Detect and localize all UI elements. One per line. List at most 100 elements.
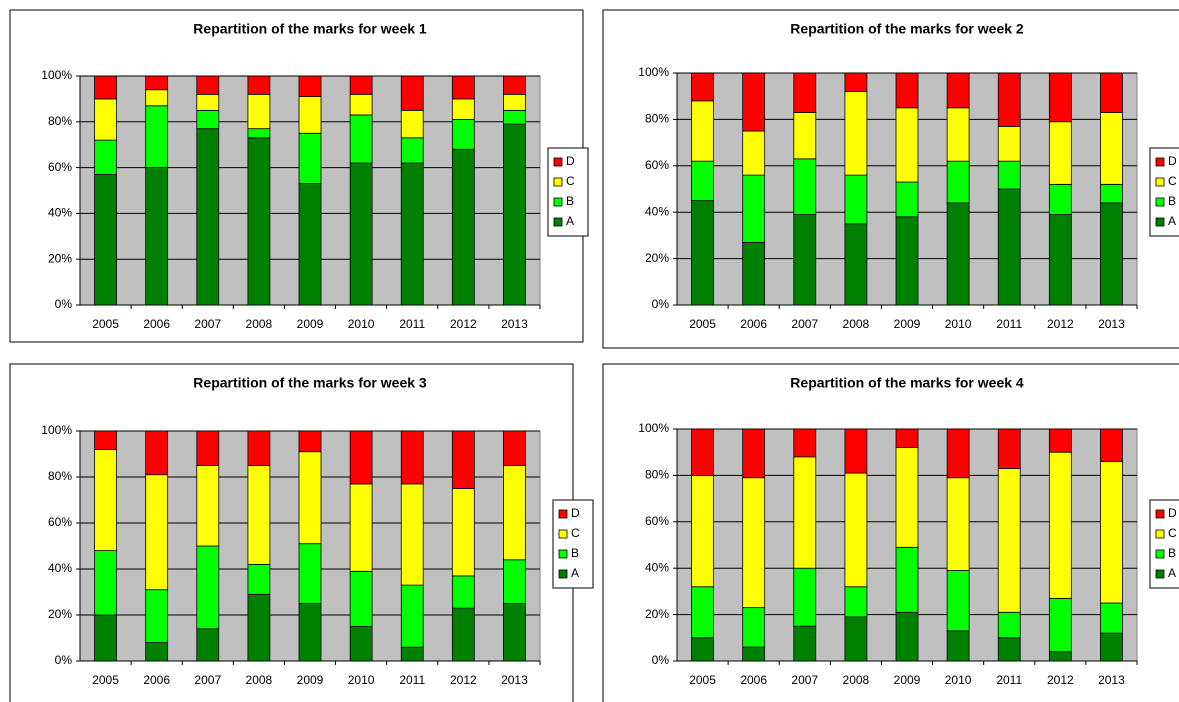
- x-tick-label: 2012: [1047, 317, 1074, 331]
- bar-segment: [793, 72, 817, 113]
- legend-swatch: [1155, 569, 1165, 579]
- bar-segment: [451, 488, 475, 577]
- bar-segment: [349, 114, 373, 164]
- bar-segment: [400, 584, 424, 648]
- y-tick-label: 100%: [41, 68, 72, 82]
- bar-segment: [196, 430, 220, 466]
- bar-segment: [400, 75, 424, 111]
- bar-segment: [844, 91, 868, 176]
- bar-segment: [298, 96, 322, 134]
- y-tick-label: 0%: [652, 653, 670, 667]
- bar-segment: [247, 593, 271, 662]
- legend-label: A: [1168, 214, 1176, 228]
- legend-box: [1149, 147, 1179, 237]
- legend-label: A: [571, 566, 579, 580]
- bar-segment: [946, 160, 970, 204]
- chart: Repartition of the marks for week 1 0% 20%…: [9, 9, 589, 343]
- bar-segment: [946, 428, 970, 479]
- bar-segment: [946, 477, 970, 571]
- x-tick-label: 2011: [399, 317, 425, 331]
- bar-segment: [844, 428, 868, 474]
- x-tick-label: 2010: [348, 673, 375, 687]
- legend-swatch: [553, 157, 563, 167]
- bar-segment: [895, 216, 919, 306]
- bar-segment: [451, 607, 475, 662]
- bar-segment: [844, 586, 868, 618]
- bar-segment: [691, 637, 714, 662]
- bar-segment: [503, 75, 526, 95]
- x-tick-label: 2010: [348, 317, 375, 331]
- bar-segment: [997, 611, 1021, 639]
- y-tick-label: 100%: [41, 423, 72, 437]
- bar-segment: [400, 109, 424, 139]
- bar-segment: [793, 112, 817, 160]
- x-tick-label: 2012: [1047, 673, 1074, 687]
- chart-title: Repartition of the marks for week 2: [790, 21, 1024, 37]
- bar-segment: [946, 107, 970, 162]
- bar-segment: [400, 483, 424, 586]
- bar-segment: [691, 428, 714, 476]
- bar-segment: [451, 98, 475, 120]
- legend-label: B: [1168, 546, 1176, 560]
- y-tick-label: 40%: [48, 206, 72, 220]
- legend-label: C: [1168, 174, 1177, 188]
- x-tick-label: 2009: [894, 317, 921, 331]
- bar-segment: [946, 72, 970, 109]
- y-tick-label: 60%: [48, 515, 72, 529]
- bar-segment: [503, 430, 526, 466]
- bar-segment: [844, 472, 868, 588]
- x-tick-label: 2012: [450, 317, 477, 331]
- legend-label: C: [571, 526, 580, 540]
- bar-segment: [742, 72, 766, 132]
- legend-swatch: [553, 177, 563, 187]
- x-tick-label: 2009: [894, 673, 921, 687]
- bar-segment: [503, 123, 526, 306]
- x-tick-label: 2006: [143, 673, 170, 687]
- legend-swatch: [1155, 177, 1165, 187]
- bar-segment: [349, 570, 373, 627]
- x-tick-label: 2006: [143, 317, 170, 331]
- bar-segment: [349, 162, 373, 306]
- bar-segment: [691, 586, 714, 639]
- y-tick-label: 0%: [652, 297, 670, 311]
- chart-title: Repartition of the marks for week 1: [193, 21, 427, 37]
- bar-segment: [1048, 651, 1072, 662]
- bar-segment: [298, 543, 322, 604]
- bar-segment: [503, 603, 526, 662]
- bar-segment: [1100, 112, 1123, 185]
- y-tick-label: 80%: [48, 469, 72, 483]
- y-tick-label: 20%: [645, 251, 669, 265]
- bar-segment: [793, 214, 817, 306]
- bar-segment: [349, 626, 373, 662]
- y-tick-label: 40%: [645, 204, 669, 218]
- bar-segment: [145, 474, 169, 591]
- x-tick-label: 2011: [996, 673, 1022, 687]
- legend-label: D: [1168, 506, 1177, 520]
- x-tick-label: 2005: [92, 673, 119, 687]
- y-tick-label: 80%: [645, 112, 669, 126]
- bar-segment: [503, 559, 526, 604]
- x-tick-label: 2009: [297, 673, 324, 687]
- bar-segment: [503, 109, 526, 125]
- bar-segment: [1048, 72, 1072, 123]
- bar-segment: [1048, 183, 1072, 215]
- bar-segment: [145, 167, 169, 306]
- legend-swatch: [1155, 217, 1165, 227]
- chart-title: Repartition of the marks for week 3: [193, 375, 427, 391]
- bar-segment: [247, 465, 271, 565]
- legend-swatch: [1155, 157, 1165, 167]
- bar-segment: [946, 570, 970, 632]
- bar-segment: [349, 430, 373, 485]
- bar-segment: [196, 128, 220, 306]
- bar-segment: [94, 550, 117, 616]
- bar-segment: [793, 456, 817, 569]
- x-tick-label: 2010: [945, 317, 972, 331]
- bar-segment: [94, 448, 117, 551]
- bar-segment: [94, 98, 117, 141]
- x-tick-label: 2008: [843, 317, 870, 331]
- y-tick-label: 20%: [645, 607, 669, 621]
- bar-segment: [946, 630, 970, 662]
- bar-segment: [691, 200, 714, 306]
- x-tick-label: 2005: [92, 317, 119, 331]
- bar-segment: [247, 75, 271, 95]
